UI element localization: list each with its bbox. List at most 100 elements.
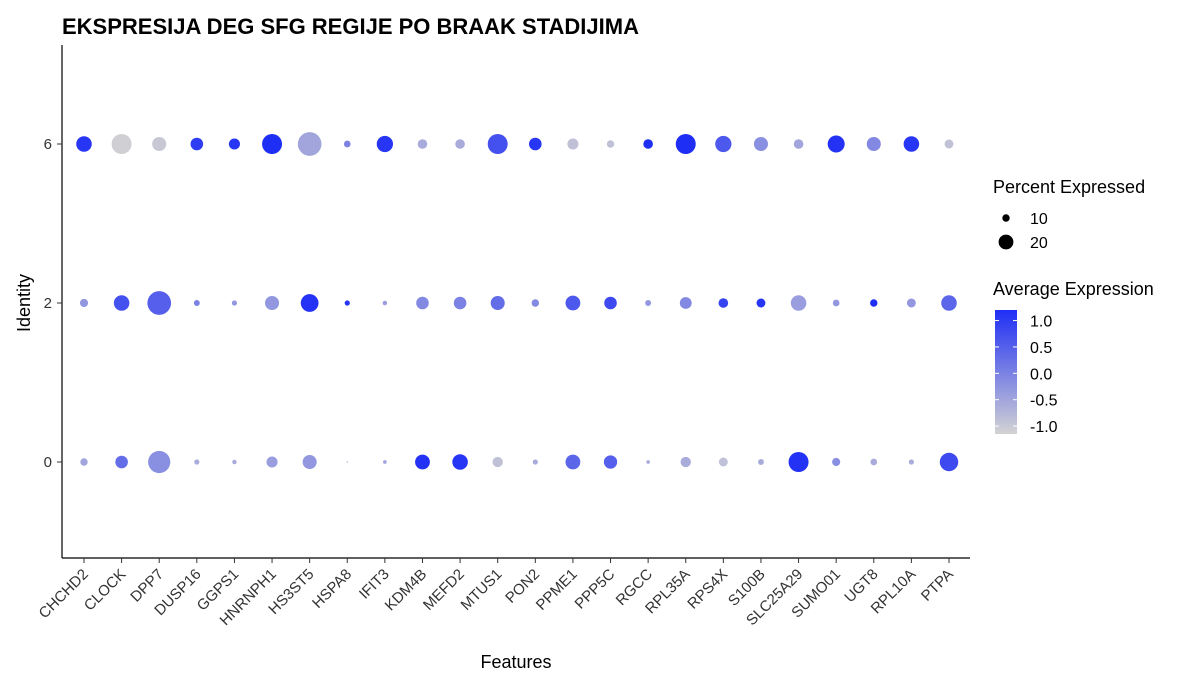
dot bbox=[115, 455, 128, 469]
dot bbox=[832, 299, 840, 307]
dot bbox=[646, 460, 650, 464]
dot bbox=[194, 459, 200, 465]
dot bbox=[415, 454, 430, 470]
x-tick-label: MEFD2 bbox=[420, 566, 468, 614]
dot bbox=[870, 299, 878, 307]
dot bbox=[265, 295, 280, 311]
dot bbox=[567, 138, 579, 150]
dot bbox=[111, 134, 132, 154]
dot bbox=[302, 454, 317, 470]
dot bbox=[604, 296, 617, 310]
dot bbox=[718, 298, 729, 308]
dot bbox=[757, 459, 764, 465]
dot bbox=[866, 136, 881, 152]
dot bbox=[300, 294, 319, 312]
dot bbox=[675, 134, 696, 154]
dot bbox=[455, 139, 465, 149]
dot bbox=[262, 134, 283, 154]
dot bbox=[944, 139, 954, 149]
dot bbox=[344, 300, 350, 306]
dot bbox=[79, 298, 89, 308]
dot bbox=[715, 135, 732, 153]
dot bbox=[603, 455, 618, 469]
x-axis-title: Features bbox=[480, 652, 551, 671]
dot bbox=[753, 136, 768, 152]
dot bbox=[906, 298, 916, 308]
colorbar-label: -0.5 bbox=[1030, 393, 1058, 410]
dot bbox=[790, 295, 807, 311]
dot bbox=[645, 300, 652, 306]
dot bbox=[756, 298, 766, 308]
dot bbox=[941, 295, 957, 311]
y-axis-title: Identity bbox=[14, 274, 34, 332]
dot bbox=[376, 135, 394, 153]
dot bbox=[232, 459, 237, 465]
color-legend-title: Average Expression bbox=[993, 279, 1154, 299]
x-tick-label: PPP5C bbox=[572, 566, 619, 613]
colorbar-label: -1.0 bbox=[1030, 419, 1058, 436]
dot bbox=[266, 456, 278, 468]
dot bbox=[152, 136, 167, 152]
dot bbox=[679, 297, 692, 309]
chart-title: EKSPRESIJA DEG SFG REGIJE PO BRAAK STADI… bbox=[62, 14, 639, 39]
dot bbox=[492, 456, 503, 468]
size-legend-label: 10 bbox=[1030, 211, 1048, 228]
dot bbox=[487, 134, 508, 154]
size-legend-dot bbox=[998, 234, 1014, 250]
x-tick-label: PPME1 bbox=[533, 566, 581, 614]
colorbar-label: 1.0 bbox=[1030, 314, 1052, 331]
dot bbox=[788, 452, 809, 472]
dot bbox=[793, 139, 804, 149]
dot bbox=[383, 460, 387, 464]
dot bbox=[680, 456, 691, 468]
dot bbox=[382, 300, 388, 306]
dot bbox=[529, 137, 542, 151]
dot bbox=[190, 137, 204, 151]
x-tick-label: CLOCK bbox=[81, 566, 130, 615]
y-tick-label: 0 bbox=[44, 454, 52, 471]
dot bbox=[827, 135, 845, 153]
dot bbox=[417, 139, 428, 149]
dot bbox=[297, 132, 322, 156]
dot bbox=[453, 296, 467, 310]
dot bbox=[531, 299, 540, 307]
dot bbox=[113, 295, 130, 311]
dot bbox=[832, 457, 841, 467]
dot bbox=[718, 457, 728, 467]
dot bbox=[452, 454, 468, 470]
dot bbox=[903, 136, 920, 152]
dot bbox=[908, 459, 914, 465]
dot bbox=[532, 459, 538, 465]
dot bbox=[346, 461, 349, 463]
y-tick-label: 6 bbox=[44, 136, 52, 153]
dot bbox=[490, 295, 505, 311]
dot bbox=[565, 454, 581, 470]
colorbar-label: 0.0 bbox=[1030, 366, 1052, 383]
x-tick-label: KDM4B bbox=[382, 566, 431, 615]
dot bbox=[228, 138, 240, 150]
colorbar bbox=[995, 310, 1017, 434]
size-legend-title: Percent Expressed bbox=[993, 177, 1145, 197]
dot bbox=[147, 291, 172, 315]
dot bbox=[80, 458, 88, 466]
x-tick-label: PTPA bbox=[918, 566, 957, 605]
dot bbox=[148, 450, 171, 474]
dot bbox=[870, 458, 878, 466]
y-tick-label: 2 bbox=[44, 295, 52, 312]
dot bbox=[343, 140, 351, 148]
dot bbox=[193, 300, 200, 306]
size-legend-dot bbox=[1002, 214, 1010, 222]
x-tick-label: HSPA8 bbox=[309, 566, 355, 612]
dot bbox=[416, 296, 429, 310]
colorbar-label: 0.5 bbox=[1030, 340, 1052, 357]
dot bbox=[231, 300, 238, 306]
x-tick-label: CHCHD2 bbox=[36, 566, 92, 622]
dot bbox=[565, 295, 581, 311]
size-legend-label: 20 bbox=[1030, 235, 1048, 252]
x-tick-label: RPS4X bbox=[684, 566, 731, 613]
dot bbox=[76, 136, 92, 152]
x-tick-label: MTUS1 bbox=[458, 566, 506, 614]
dot bbox=[939, 452, 959, 472]
dot bbox=[643, 139, 653, 149]
